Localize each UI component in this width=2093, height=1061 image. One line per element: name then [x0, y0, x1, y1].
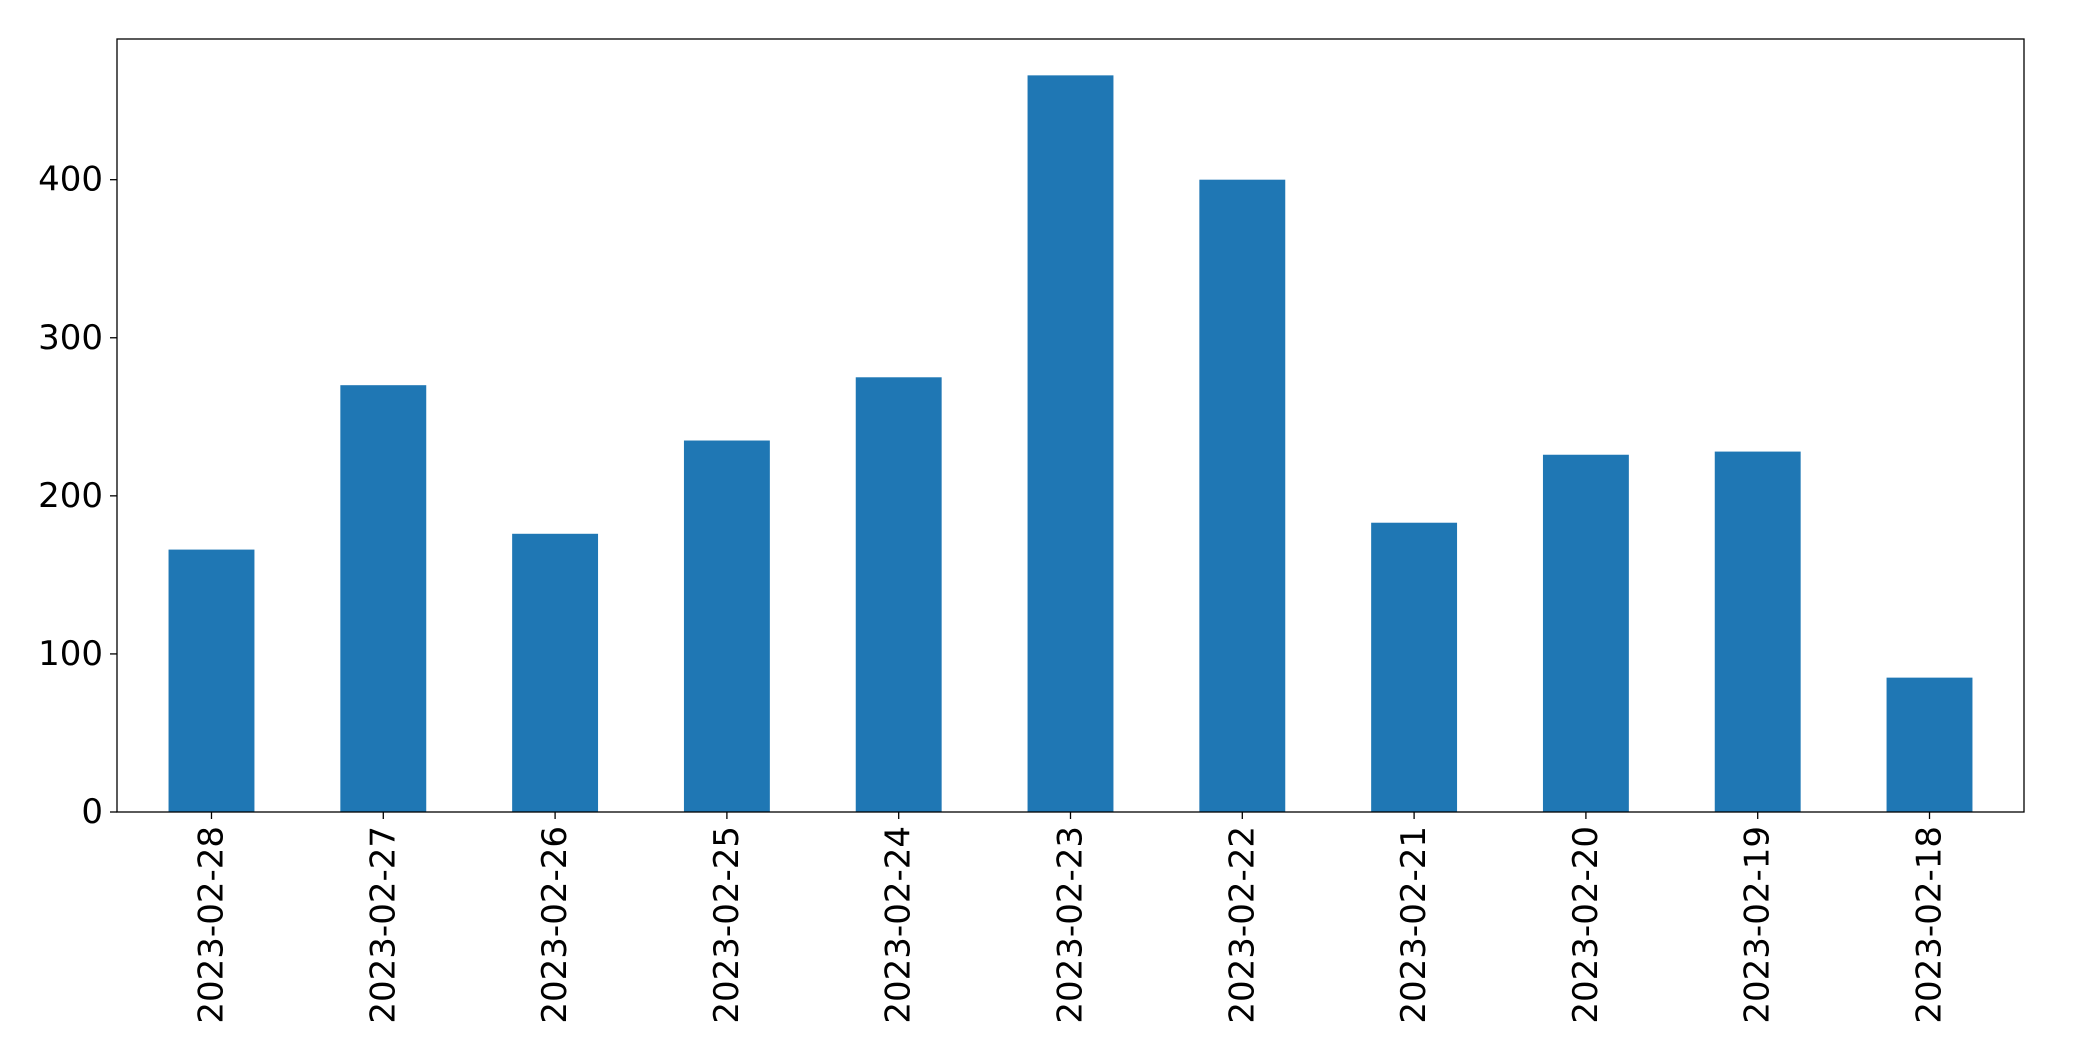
- y-tick-label: 300: [38, 318, 103, 358]
- bar-2023-02-21: [1371, 522, 1458, 812]
- x-axis: 2023-02-28 2023-02-27 2023-02-26 2023-02-25…: [191, 812, 1950, 1024]
- x-tick-label: 2023-02-28: [191, 826, 231, 1024]
- x-tick-label: 2023-02-20: [1566, 826, 1606, 1024]
- bar-2023-02-18: [1886, 677, 1973, 812]
- plot-frame: [116, 38, 2025, 813]
- bar-2023-02-27: [340, 385, 427, 812]
- bar-2023-02-24: [855, 377, 942, 812]
- bar-2023-02-28: [168, 549, 255, 812]
- x-tick-label: 2023-02-24: [879, 826, 919, 1024]
- y-tick-label: 200: [38, 476, 103, 516]
- x-tick-label: 2023-02-27: [363, 826, 403, 1024]
- bar-2023-02-22: [1199, 179, 1286, 813]
- y-axis: 0 100 200 300 400: [38, 160, 117, 832]
- bar-2023-02-19: [1714, 451, 1801, 812]
- x-tick-label: 2023-02-21: [1394, 826, 1434, 1024]
- bars: [168, 75, 1973, 813]
- x-tick-label: 2023-02-18: [1910, 826, 1950, 1024]
- y-tick-label: 100: [38, 634, 103, 674]
- x-tick-label: 2023-02-19: [1738, 826, 1778, 1024]
- x-tick-label: 2023-02-22: [1222, 826, 1262, 1024]
- y-tick-label: 400: [38, 160, 103, 200]
- x-tick-label: 2023-02-23: [1051, 826, 1091, 1024]
- bar-2023-02-26: [512, 533, 599, 812]
- y-tick-label: 0: [81, 792, 103, 832]
- x-tick-label: 2023-02-25: [707, 826, 747, 1024]
- x-tick-label: 2023-02-26: [535, 826, 575, 1024]
- bar-2023-02-23: [1027, 75, 1114, 813]
- bar-2023-02-20: [1542, 454, 1629, 812]
- bar-2023-02-25: [683, 440, 770, 812]
